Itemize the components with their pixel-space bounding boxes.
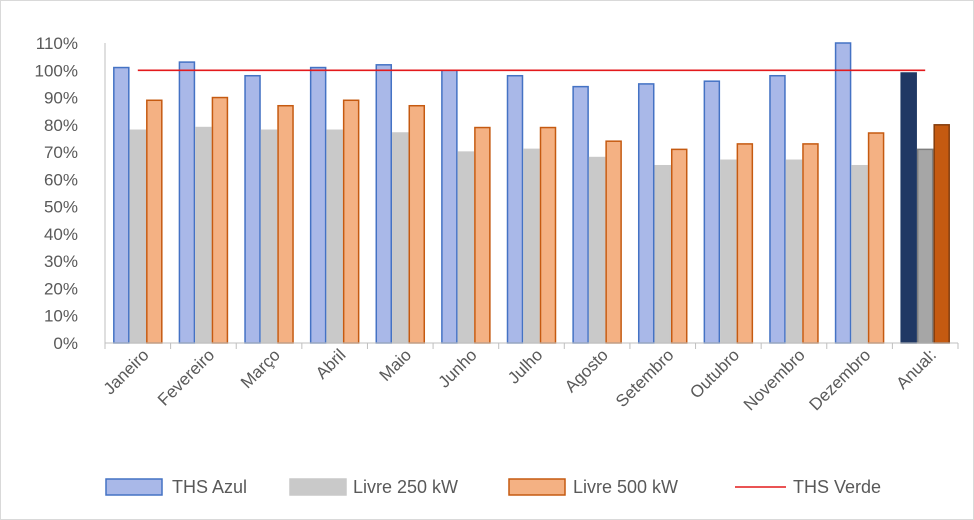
bar-ths-azul (834, 42, 852, 344)
bar-livre-250-kw (195, 126, 212, 344)
bar-livre-250-kw (785, 159, 803, 344)
y-tick-label: 80% (44, 116, 78, 135)
bar-ths-azul (178, 61, 196, 344)
x-tick-label: Anual: (893, 345, 941, 393)
y-tick-label: 20% (44, 279, 78, 298)
bar-ths-azul (703, 80, 721, 344)
bar-livre-500-kw (474, 126, 491, 344)
x-tick-label: Março (237, 345, 284, 392)
x-tick-label: Abril (312, 345, 349, 382)
bar-livre-500-kw (802, 143, 819, 344)
bar-livre-250-kw (457, 151, 475, 344)
bar-livre-250-kw (720, 159, 737, 344)
x-tick-label: Janeiro (100, 345, 153, 398)
bar-ths-azul (113, 66, 130, 344)
bar-livre-500-kw (605, 140, 622, 344)
bar-ths-azul (769, 74, 786, 344)
y-tick-label: 40% (44, 225, 78, 244)
bar-livre-250-kw (851, 164, 868, 344)
bar-livre-500-kw (277, 104, 294, 344)
y-tick-label: 110% (36, 34, 78, 53)
x-tick-label: Agosto (561, 345, 612, 396)
x-tick-label: Fevereiro (154, 345, 218, 409)
bar-livre-500-kw (670, 148, 688, 344)
bar-ths-azul (900, 72, 917, 344)
bar-livre-250-kw (129, 129, 147, 344)
y-tick-label: 10% (44, 307, 78, 326)
legend-label: THS Verde (793, 477, 881, 497)
bar-livre-250-kw (588, 156, 606, 344)
x-tick-label: Maio (376, 345, 415, 384)
bar-livre-500-kw (408, 104, 426, 344)
bar-livre-250-kw (326, 129, 343, 344)
legend-label: THS Azul (172, 477, 247, 497)
legend-label: Livre 250 kW (353, 477, 458, 497)
y-tick-label: 50% (44, 198, 78, 217)
x-tick-label: Novembro (740, 345, 809, 414)
bar-livre-250-kw (523, 148, 540, 344)
bar-livre-250-kw (654, 164, 671, 344)
bar-livre-250-kw (916, 148, 934, 344)
bar-ths-azul (506, 74, 524, 344)
bar-livre-500-kw (146, 99, 163, 344)
bar-ths-azul (441, 69, 458, 344)
y-tick-label: 30% (44, 252, 78, 271)
x-tick-label: Junho (435, 345, 481, 391)
bar-livre-250-kw (392, 132, 409, 344)
bar-livre-500-kw (342, 99, 360, 344)
bar-ths-azul (309, 66, 327, 344)
y-tick-label: 70% (44, 143, 78, 162)
bar-ths-azul (375, 64, 393, 344)
bar-ths-azul (572, 85, 589, 344)
bar-livre-250-kw (260, 129, 278, 344)
bar-ths-azul (637, 83, 655, 344)
y-tick-label: 100% (35, 61, 78, 80)
bar-livre-500-kw (867, 132, 885, 344)
y-tick-label: 0% (53, 334, 78, 353)
y-tick-label: 90% (44, 89, 78, 108)
legend-swatch (508, 478, 566, 496)
bar-livre-500-kw (539, 126, 557, 344)
bar-ths-azul (244, 74, 261, 344)
x-tick-label: Julho (504, 345, 546, 387)
x-tick-label: Dezembro (806, 345, 875, 414)
bar-livre-500-kw (933, 124, 950, 344)
bar-livre-500-kw (736, 143, 754, 344)
x-tick-label: Setembro (612, 345, 678, 411)
bar-livre-500-kw (211, 96, 229, 344)
legend-swatch (289, 478, 347, 496)
x-tick-label: Outubro (686, 345, 743, 402)
legend-swatch (105, 478, 163, 496)
legend-label: Livre 500 kW (573, 477, 678, 497)
y-tick-label: 60% (44, 170, 78, 189)
